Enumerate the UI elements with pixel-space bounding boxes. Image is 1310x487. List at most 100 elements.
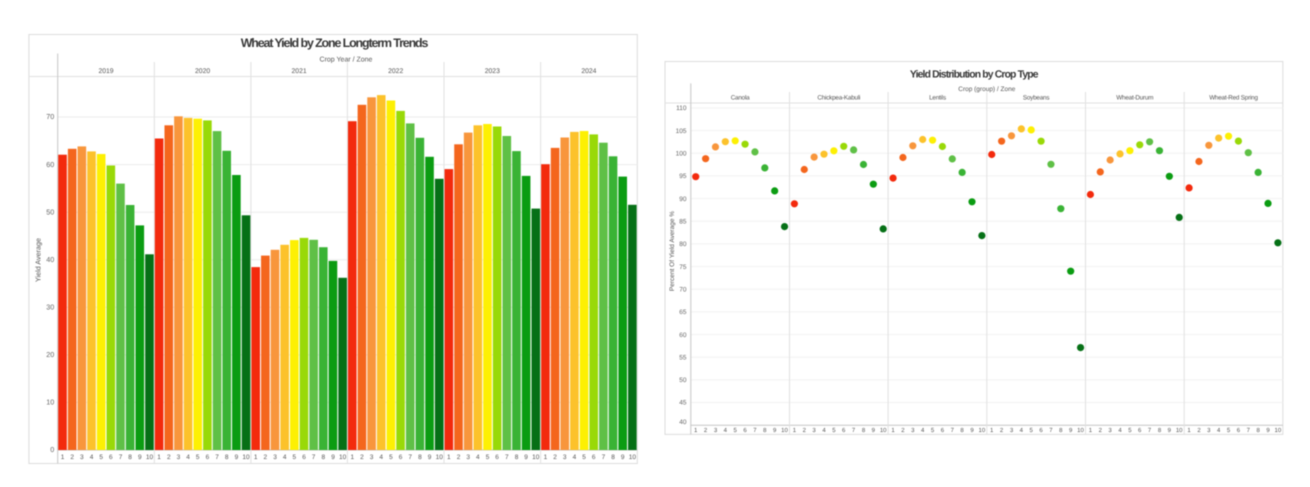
svg-text:1: 1 (447, 454, 451, 461)
svg-text:4: 4 (283, 454, 287, 461)
svg-text:5: 5 (486, 454, 490, 461)
svg-text:4: 4 (90, 454, 94, 461)
svg-text:Lentils: Lentils (929, 94, 946, 101)
svg-text:1: 1 (544, 454, 548, 461)
svg-text:80: 80 (679, 241, 687, 248)
svg-text:9: 9 (1168, 427, 1172, 434)
svg-text:9: 9 (1266, 427, 1270, 434)
svg-text:2: 2 (1000, 427, 1004, 434)
svg-text:4: 4 (186, 454, 190, 461)
svg-text:4: 4 (1118, 427, 1122, 434)
svg-text:2020: 2020 (195, 68, 210, 75)
svg-text:10: 10 (436, 454, 444, 461)
svg-text:1: 1 (694, 427, 698, 434)
svg-text:2: 2 (70, 454, 74, 461)
svg-text:10: 10 (979, 427, 986, 434)
svg-text:5: 5 (99, 454, 103, 461)
svg-text:1: 1 (1089, 427, 1093, 434)
svg-text:2: 2 (167, 454, 171, 461)
svg-text:70: 70 (46, 112, 54, 121)
svg-text:6: 6 (302, 454, 306, 461)
svg-text:1: 1 (350, 454, 354, 461)
svg-text:6: 6 (842, 427, 846, 434)
svg-text:2: 2 (360, 454, 364, 461)
svg-text:3: 3 (466, 454, 470, 461)
svg-text:Crop (group) / Zone: Crop (group) / Zone (958, 86, 1015, 93)
svg-text:2023: 2023 (485, 68, 500, 75)
svg-text:5: 5 (1227, 427, 1231, 434)
svg-text:2: 2 (553, 454, 557, 461)
svg-text:7: 7 (1148, 427, 1152, 434)
svg-text:5: 5 (1030, 427, 1034, 434)
svg-text:7: 7 (852, 427, 856, 434)
svg-text:5: 5 (931, 427, 935, 434)
svg-text:Chickpea-Kabuli: Chickpea-Kabuli (817, 94, 860, 101)
svg-text:3: 3 (812, 427, 816, 434)
svg-text:7: 7 (119, 454, 123, 461)
svg-text:2: 2 (704, 427, 708, 434)
svg-text:9: 9 (621, 454, 625, 461)
svg-text:7: 7 (951, 427, 955, 434)
svg-text:45: 45 (679, 400, 687, 407)
svg-text:70: 70 (679, 286, 687, 293)
svg-text:4: 4 (822, 427, 826, 434)
svg-text:10: 10 (1176, 427, 1183, 434)
svg-text:8: 8 (1257, 427, 1261, 434)
svg-text:1: 1 (157, 454, 161, 461)
svg-text:1: 1 (61, 454, 65, 461)
svg-text:90: 90 (679, 196, 687, 203)
svg-text:8: 8 (321, 454, 325, 461)
svg-text:4: 4 (724, 427, 728, 434)
svg-text:7: 7 (215, 454, 219, 461)
svg-text:50: 50 (679, 377, 687, 384)
svg-text:10: 10 (1275, 427, 1282, 434)
svg-text:30: 30 (46, 303, 54, 312)
svg-text:6: 6 (109, 454, 113, 461)
svg-text:50: 50 (46, 207, 54, 216)
svg-text:4: 4 (921, 427, 925, 434)
svg-text:0: 0 (50, 445, 54, 454)
svg-text:6: 6 (495, 454, 499, 461)
svg-text:9: 9 (872, 427, 876, 434)
svg-text:8: 8 (225, 454, 229, 461)
svg-text:4: 4 (573, 454, 577, 461)
svg-text:110: 110 (676, 105, 687, 112)
svg-text:6: 6 (743, 427, 747, 434)
svg-text:6: 6 (592, 454, 596, 461)
svg-text:4: 4 (1020, 427, 1024, 434)
svg-text:3: 3 (714, 427, 718, 434)
svg-text:Crop Year / Zone: Crop Year / Zone (320, 56, 373, 64)
svg-text:6: 6 (1039, 427, 1043, 434)
svg-text:3: 3 (563, 454, 567, 461)
svg-text:2: 2 (803, 427, 807, 434)
svg-text:60: 60 (46, 160, 54, 169)
svg-text:3: 3 (273, 454, 277, 461)
svg-text:7: 7 (312, 454, 316, 461)
svg-text:10: 10 (1077, 427, 1084, 434)
svg-text:8: 8 (960, 427, 964, 434)
svg-text:2019: 2019 (98, 68, 113, 75)
svg-text:6: 6 (1138, 427, 1142, 434)
svg-text:8: 8 (418, 454, 422, 461)
svg-text:10: 10 (629, 454, 637, 461)
svg-text:2022: 2022 (388, 68, 403, 75)
svg-text:1: 1 (793, 427, 797, 434)
svg-text:10: 10 (339, 454, 347, 461)
svg-text:5: 5 (734, 427, 738, 434)
svg-text:5: 5 (196, 454, 200, 461)
svg-text:Soybeans: Soybeans (1023, 94, 1049, 101)
svg-text:7: 7 (1049, 427, 1053, 434)
svg-text:9: 9 (970, 427, 974, 434)
svg-text:4: 4 (1217, 427, 1221, 434)
svg-text:10: 10 (532, 454, 540, 461)
svg-text:6: 6 (1237, 427, 1241, 434)
svg-text:8: 8 (128, 454, 132, 461)
svg-text:95: 95 (679, 173, 687, 180)
svg-text:Wheat-Durum: Wheat-Durum (1116, 94, 1153, 101)
svg-text:6: 6 (941, 427, 945, 434)
svg-text:3: 3 (1207, 427, 1211, 434)
svg-text:4: 4 (379, 454, 383, 461)
svg-text:9: 9 (773, 427, 777, 434)
svg-text:5: 5 (389, 454, 393, 461)
svg-text:4: 4 (476, 454, 480, 461)
